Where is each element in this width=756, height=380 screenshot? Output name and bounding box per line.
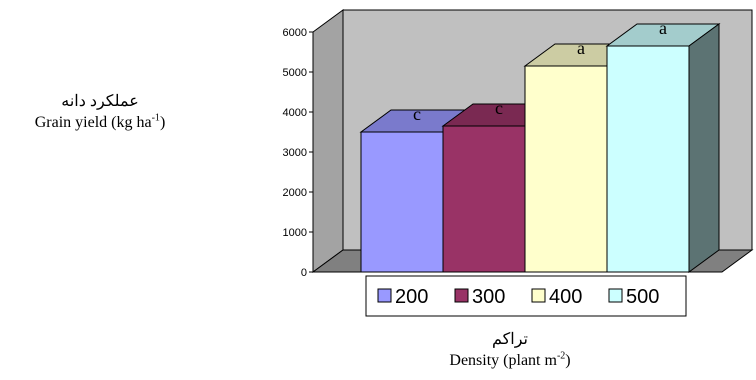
bar-letter-400: a (577, 38, 585, 58)
legend-label-300: 300 (472, 286, 505, 308)
legend-label-500: 500 (626, 286, 659, 308)
legend-label-400: 400 (549, 286, 582, 308)
x-axis-label-exponent: -2 (556, 350, 566, 362)
bar-400 (524, 65, 608, 273)
x-axis-label: تراکم Density (plant m-2) (410, 330, 610, 372)
y-tick-label: 1000 (283, 227, 307, 239)
y-axis-label: عملکرد دانه Grain yield (kg ha-1) (0, 92, 200, 134)
y-tick-label: 3000 (283, 147, 307, 159)
y-tick-label: 6000 (283, 27, 307, 39)
y-axis-label-exponent: -1 (151, 112, 160, 124)
y-tick-label: 5000 (283, 67, 307, 79)
y-axis-label-persian: عملکرد دانه (61, 93, 139, 110)
legend-swatch-200 (377, 288, 392, 303)
x-axis-label-text: Density (plant m (449, 352, 557, 369)
bar-letter-300: c (495, 98, 503, 118)
x-axis-label-english: Density (plant m-2) (410, 350, 610, 372)
bar-side-500 (688, 23, 720, 273)
y-axis-label-english: Grain yield (kg ha-1) (0, 112, 200, 134)
legend-swatch-500 (608, 288, 623, 303)
bar-300 (442, 125, 526, 273)
x-axis-label-persian: تراکم (492, 331, 528, 348)
chart-side-wall (312, 9, 344, 273)
y-axis-label-text: Grain yield (kg ha (34, 114, 152, 131)
y-tick-label: 0 (301, 267, 307, 279)
bar-500 (606, 45, 690, 273)
legend-swatch-300 (454, 288, 469, 303)
bar-letter-500: a (659, 18, 667, 38)
y-tick-label: 4000 (283, 107, 307, 119)
y-axis-label-close: ) (159, 114, 166, 131)
legend-label-200: 200 (395, 286, 428, 308)
x-axis-label-close: ) (565, 352, 571, 369)
bar-letter-200: c (413, 104, 421, 124)
y-tick-label: 2000 (283, 187, 307, 199)
legend-box (365, 275, 687, 317)
legend-swatch-400 (531, 288, 546, 303)
bar-200 (360, 131, 444, 273)
